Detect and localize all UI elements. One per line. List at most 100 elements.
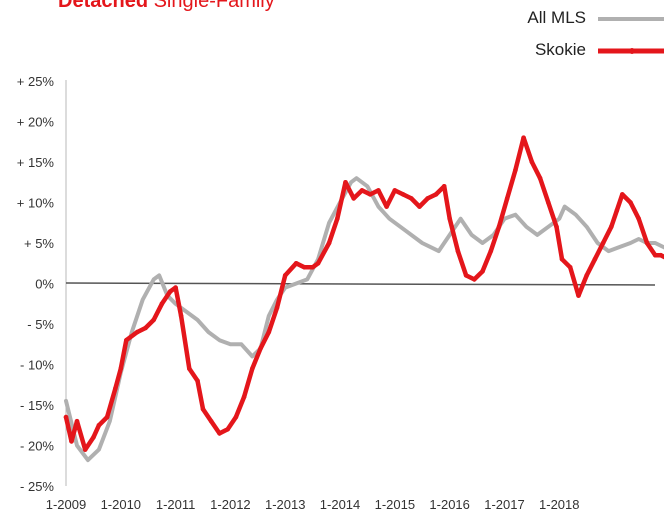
skokie-point xyxy=(567,265,573,270)
x-tick-label: 1-2011 xyxy=(156,497,196,512)
skokie-point xyxy=(658,252,663,258)
skokie-point xyxy=(208,418,214,424)
skokie-point xyxy=(652,252,658,258)
skokie-point xyxy=(335,216,340,221)
y-tick-label: - 15% xyxy=(20,398,54,413)
series-line-all-mls xyxy=(64,176,664,463)
x-tick-label: 1-2009 xyxy=(46,497,86,512)
skokie-point xyxy=(392,188,398,193)
y-tick-label: + 15% xyxy=(17,155,55,170)
skokie-point xyxy=(124,337,129,343)
legend xyxy=(598,17,664,54)
skokie-point xyxy=(488,248,494,254)
skokie-point xyxy=(82,447,88,452)
skokie-point xyxy=(513,167,518,173)
skokie-point xyxy=(529,159,535,165)
title-sub: Single-Family xyxy=(153,0,275,12)
skokie-point xyxy=(496,224,502,230)
series-group xyxy=(63,135,664,463)
x-tick-label: 1-2012 xyxy=(210,497,250,512)
skokie-point xyxy=(159,301,165,307)
skokie-point xyxy=(178,313,184,319)
y-tick-label: - 10% xyxy=(20,358,54,373)
chart-title: Detached Single-Family xyxy=(58,0,275,13)
y-tick-label: + 25% xyxy=(17,74,55,89)
skokie-point xyxy=(274,305,280,311)
skokie-point xyxy=(441,184,447,189)
skokie-point xyxy=(113,386,118,392)
skokie-point xyxy=(367,192,373,197)
skokie-point xyxy=(409,196,414,201)
skokie-point xyxy=(480,269,485,274)
skokie-point xyxy=(282,273,288,278)
skokie-point xyxy=(425,196,431,201)
series-line-skokie xyxy=(63,135,664,452)
skokie-point xyxy=(167,289,173,294)
skokie-point xyxy=(187,366,192,371)
skokie-point xyxy=(614,208,620,213)
skokie-point xyxy=(576,293,581,298)
skokie-point xyxy=(359,188,365,193)
y-tick-label: + 20% xyxy=(17,115,55,130)
skokie-point xyxy=(584,273,589,278)
skokie-point xyxy=(258,346,263,351)
skokie-point xyxy=(134,329,140,335)
x-tick-label: 1-2014 xyxy=(320,497,360,512)
skokie-point xyxy=(620,192,625,197)
skokie-point xyxy=(195,378,200,384)
skokie-point xyxy=(351,196,357,201)
skokie-point xyxy=(600,240,606,246)
skokie-point xyxy=(384,204,389,209)
legend-label-all-mls: All MLS xyxy=(527,8,586,27)
skokie-point xyxy=(376,188,381,193)
skokie-point xyxy=(217,431,222,436)
x-tick-label: 1-2010 xyxy=(101,497,141,512)
x-axis-ticks: 1-2009 1-2010 1-2011 1-2012 1-2013 1-2014 1-20… xyxy=(46,497,580,512)
skokie-point xyxy=(200,406,206,412)
skokie-point xyxy=(63,414,69,420)
skokie-point xyxy=(472,277,477,282)
skokie-point xyxy=(143,325,148,331)
skokie-point xyxy=(151,317,156,323)
skokie-point xyxy=(266,329,272,335)
skokie-point xyxy=(455,248,461,254)
x-tick-label: 1-2013 xyxy=(265,497,305,512)
y-tick-label: + 10% xyxy=(17,196,55,211)
skokie-point xyxy=(104,414,110,420)
skokie-point xyxy=(241,394,247,400)
skokie-point xyxy=(537,175,543,181)
legend-marker-skokie xyxy=(629,48,635,54)
skokie-point xyxy=(559,256,565,262)
skokie-point xyxy=(302,265,307,270)
skokie-point xyxy=(504,196,510,201)
skokie-point xyxy=(326,240,332,246)
y-tick-label: 0% xyxy=(35,277,54,292)
skokie-point xyxy=(310,265,315,270)
x-tick-label: 1-2018 xyxy=(539,497,579,512)
skokie-point xyxy=(343,180,348,185)
skokie-point xyxy=(118,366,124,371)
skokie-point xyxy=(463,273,469,278)
skokie-point xyxy=(315,261,321,266)
skokie-point xyxy=(417,204,422,209)
skokie-point xyxy=(554,224,559,230)
skokie-point xyxy=(250,366,255,371)
skokie-point xyxy=(644,240,650,246)
skokie-point xyxy=(592,256,598,262)
skokie-point xyxy=(609,224,614,230)
skokie-point xyxy=(447,216,453,221)
skokie-point xyxy=(636,216,641,221)
y-tick-label: - 5% xyxy=(27,317,54,332)
skokie-point xyxy=(546,200,551,205)
skokie-point xyxy=(400,192,406,197)
skokie-point xyxy=(173,285,178,290)
zero-baseline xyxy=(65,282,656,286)
legend-label-skokie: Skokie xyxy=(534,40,586,59)
skokie-point xyxy=(225,427,230,432)
y-tick-label: - 25% xyxy=(20,479,54,494)
x-tick-label: 1-2017 xyxy=(484,497,524,512)
skokie-point xyxy=(69,439,74,444)
skokie-point xyxy=(433,192,439,197)
skokie-point xyxy=(74,418,80,424)
